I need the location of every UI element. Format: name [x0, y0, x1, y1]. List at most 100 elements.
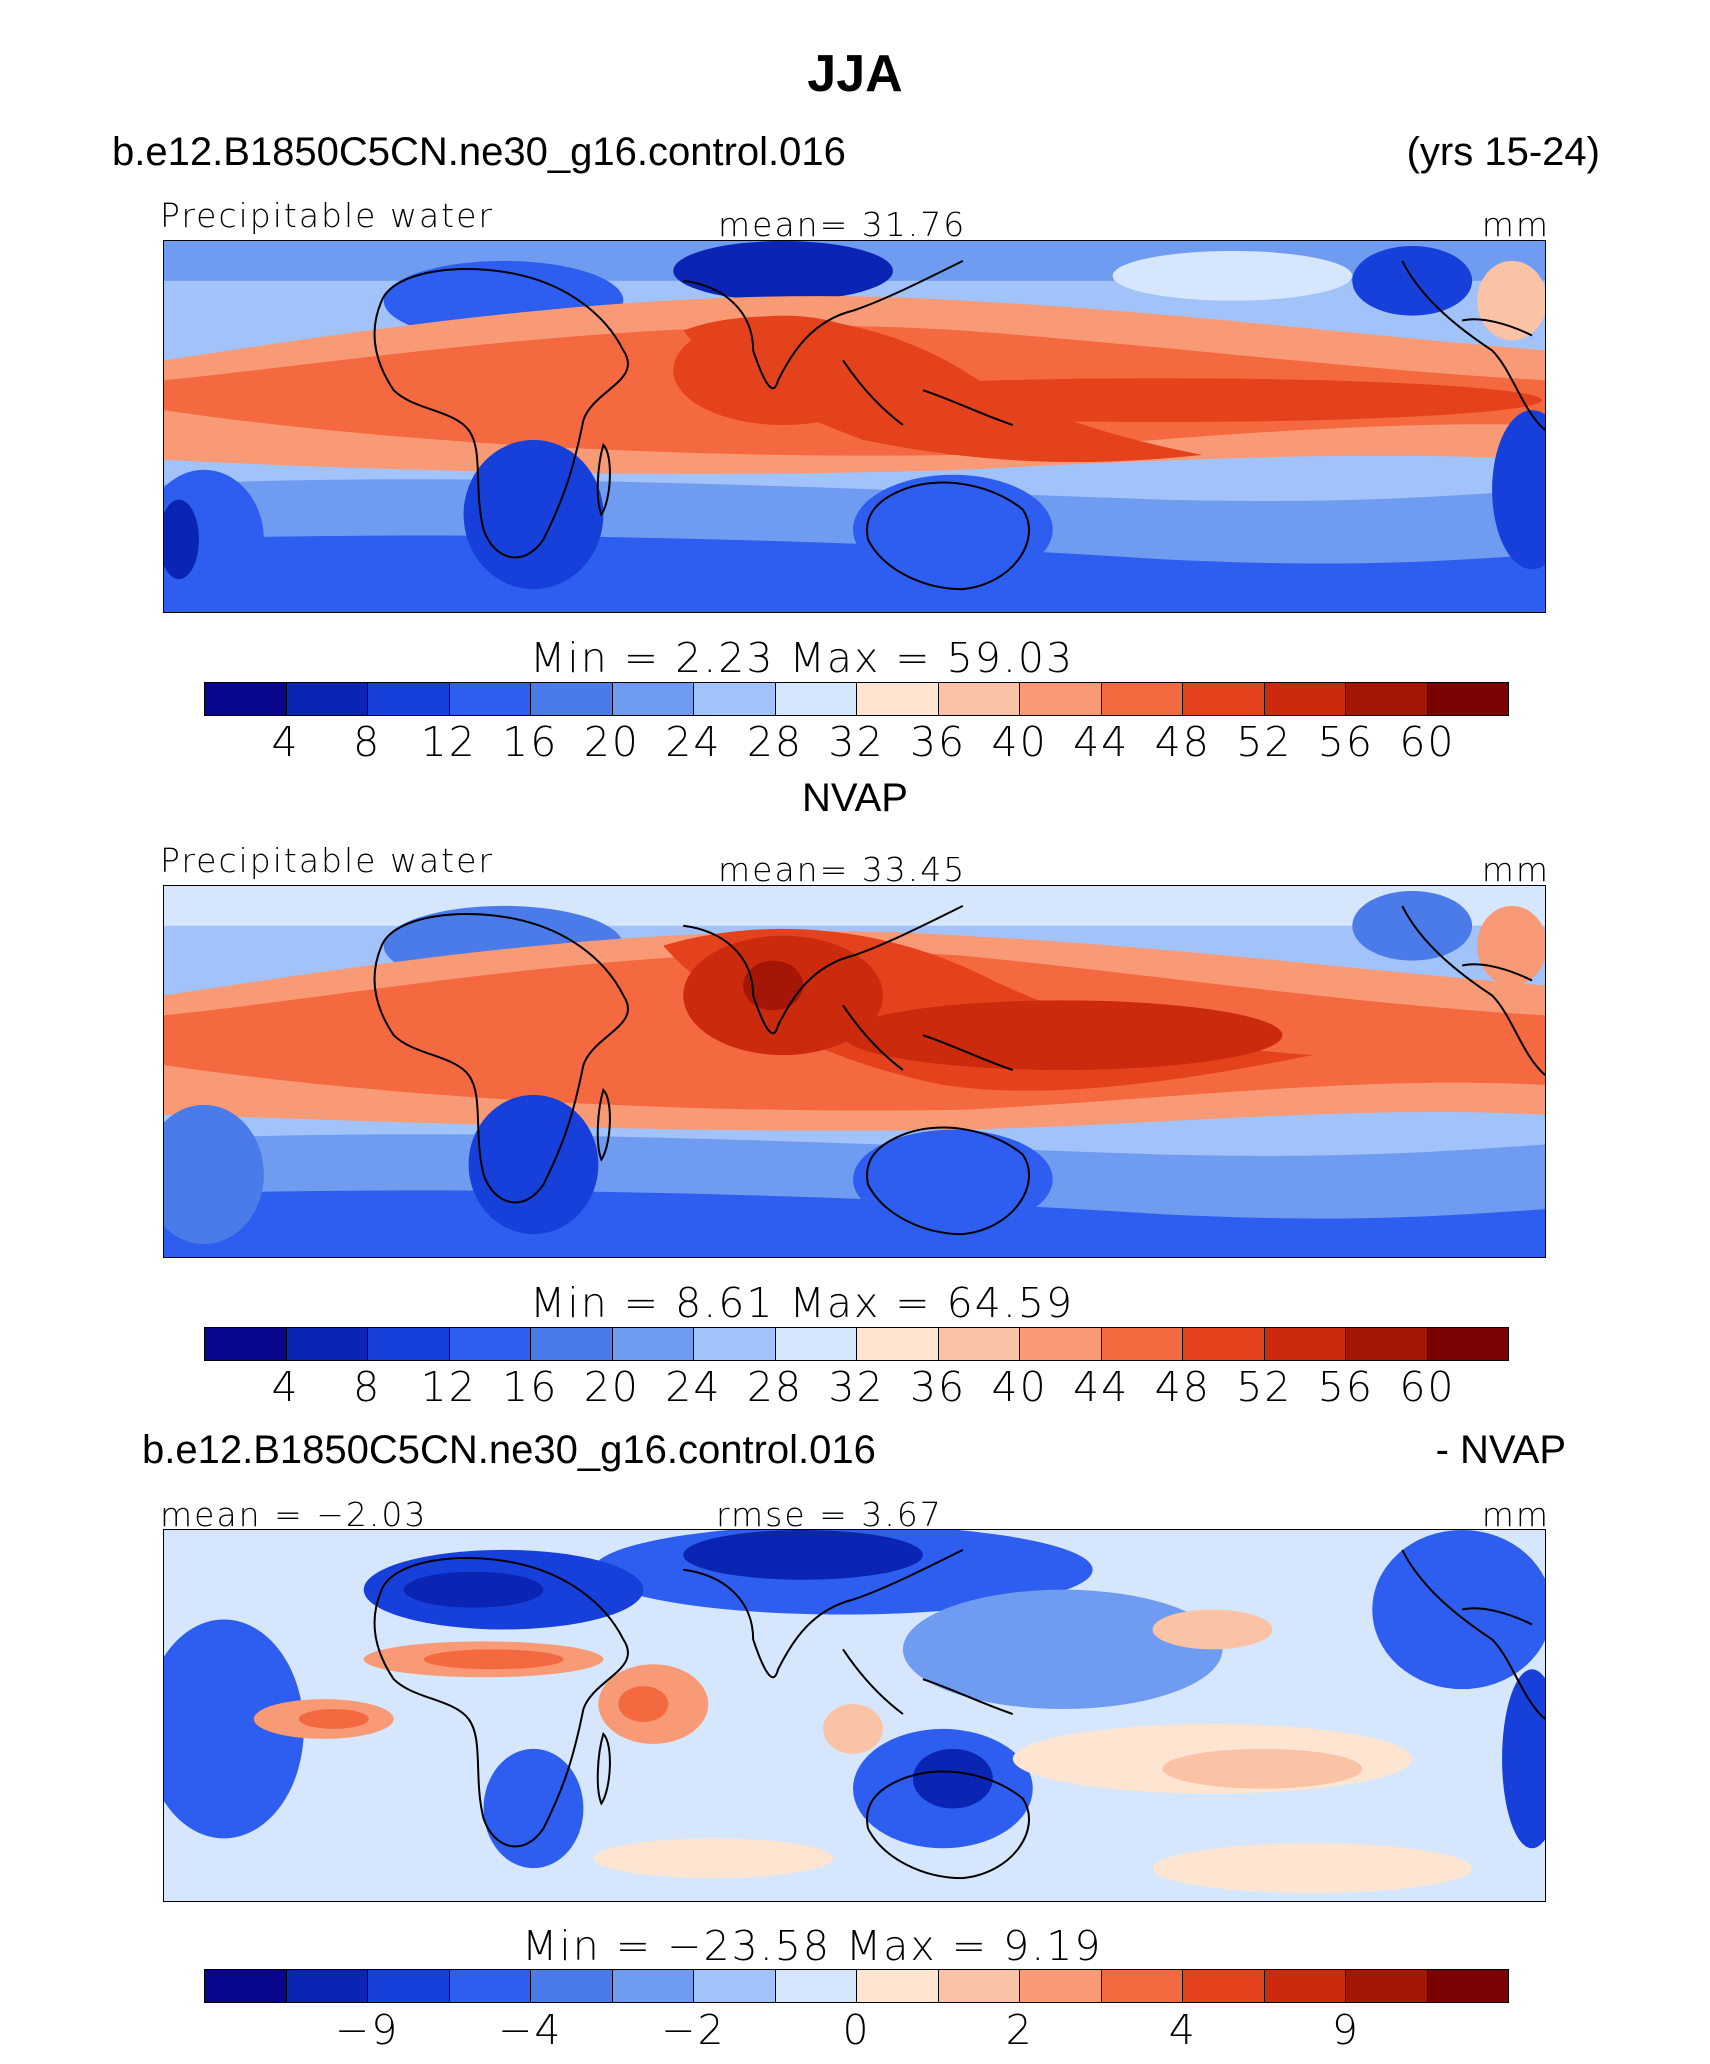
map-diff-precipitable-water [163, 1529, 1546, 1902]
colorbar-tick-label: 44 [1073, 1363, 1130, 1411]
variable-label-obs: Precipitable water [160, 841, 494, 880]
colorbar-swatch [775, 683, 857, 715]
colorbar-swatch [1346, 1328, 1428, 1360]
colorbar-swatch [857, 1970, 939, 2002]
units-label-obs: mm [1481, 850, 1550, 889]
colorbar-diff [204, 1969, 1509, 2003]
colorbar-tick-label: 52 [1236, 1363, 1293, 1411]
colorbar-swatch [857, 683, 939, 715]
colorbar-tick-label: 60 [1399, 1363, 1456, 1411]
colorbar-swatch [531, 683, 613, 715]
colorbar-swatch [694, 683, 776, 715]
mean-label-diff: mean = −2.03 [160, 1495, 428, 1534]
years-label: (yrs 15-24) [1406, 130, 1600, 174]
colorbar-swatch [1183, 1970, 1265, 2002]
colorbar-tick-label: 16 [502, 1363, 559, 1411]
diff-obs-label: - NVAP [1435, 1428, 1566, 1472]
colorbar-swatch [1101, 1328, 1183, 1360]
rmse-label-diff: rmse = 3.67 [716, 1495, 943, 1534]
colorbar-swatch [368, 683, 450, 715]
colorbar-tick-label: −9 [334, 2006, 400, 2054]
colorbar-swatch [286, 1328, 368, 1360]
colorbar-swatch [612, 1970, 694, 2002]
colorbar-tick-label: 60 [1399, 718, 1456, 766]
units-label-diff: mm [1481, 1495, 1550, 1534]
case-name: b.e12.B1850C5CN.ne30_g16.control.016 [112, 130, 846, 174]
colorbar-tick-label: 24 [665, 718, 722, 766]
units-label-model: mm [1481, 205, 1550, 244]
colorbar-swatch [1346, 1970, 1428, 2002]
colorbar-swatch [694, 1328, 776, 1360]
colorbar-swatch [1264, 683, 1346, 715]
colorbar-swatch [205, 683, 287, 715]
obs-header: NVAP [802, 776, 908, 820]
colorbar-tick-label: 12 [420, 718, 477, 766]
minmax-label-obs: Min = 8.61 Max = 64.59 [530, 1279, 1075, 1327]
colorbar-tick-label: 56 [1317, 1363, 1374, 1411]
colorbar-tick-label: 44 [1073, 718, 1130, 766]
colorbar-swatch [1427, 1328, 1508, 1360]
colorbar-swatch [775, 1328, 857, 1360]
colorbar-swatch [1346, 683, 1428, 715]
colorbar-tick-label: 40 [991, 1363, 1048, 1411]
colorbar-swatch [1101, 1970, 1183, 2002]
colorbar-swatch [1183, 1328, 1265, 1360]
diff-case-name: b.e12.B1850C5CN.ne30_g16.control.016 [142, 1428, 876, 1472]
colorbar-tick-label: 24 [665, 1363, 722, 1411]
variable-label-model: Precipitable water [160, 196, 494, 235]
colorbar-swatch [368, 1328, 450, 1360]
colorbar-tick-label: 36 [909, 718, 967, 766]
colorbar-ticks-diff: −9 −4 −2 0 2 4 9 [204, 2006, 1509, 2056]
colorbar-tick-label: 48 [1154, 1363, 1211, 1411]
minmax-label-diff: Min = −23.58 Max = 9.19 [522, 1922, 1103, 1970]
colorbar-swatch [938, 1970, 1020, 2002]
colorbar-swatch [612, 683, 694, 715]
colorbar-swatch [1427, 683, 1508, 715]
mean-label-obs: mean= 33.45 [718, 850, 967, 889]
colorbar-swatch [205, 1328, 287, 1360]
colorbar-tick-label: 52 [1236, 718, 1293, 766]
colorbar-tick-label: 4 [1168, 2006, 1197, 2054]
colorbar-obs [204, 1327, 1509, 1361]
colorbar-swatch [531, 1970, 613, 2002]
colorbar-swatch [1020, 1970, 1102, 2002]
colorbar-tick-label: −2 [661, 2006, 726, 2054]
colorbar-tick-label: 4 [271, 1363, 300, 1411]
map-obs-precipitable-water [163, 885, 1546, 1258]
minmax-label-model: Min = 2.23 Max = 59.03 [530, 634, 1075, 682]
colorbar-swatch [1020, 1328, 1102, 1360]
colorbar-swatch [368, 1970, 450, 2002]
colorbar-tick-label: 16 [502, 718, 559, 766]
colorbar-swatch [1183, 683, 1265, 715]
colorbar-tick-label: 0 [842, 2006, 871, 2054]
map-model-precipitable-water [163, 240, 1546, 613]
colorbar-swatch [1264, 1328, 1346, 1360]
colorbar-swatch [694, 1970, 776, 2002]
colorbar-tick-label: 36 [909, 1363, 967, 1411]
colorbar-swatch [857, 1328, 939, 1360]
colorbar-tick-label: 48 [1154, 718, 1211, 766]
colorbar-swatch [286, 683, 368, 715]
colorbar-tick-label: 9 [1331, 2006, 1360, 2054]
colorbar-tick-label: 20 [583, 718, 640, 766]
colorbar-tick-label: 12 [420, 1363, 477, 1411]
colorbar-tick-label: 32 [828, 718, 885, 766]
colorbar-swatch [612, 1328, 694, 1360]
colorbar-model [204, 682, 1509, 716]
colorbar-tick-label: 56 [1317, 718, 1374, 766]
colorbar-swatch [286, 1970, 368, 2002]
page-title: JJA [807, 45, 903, 103]
colorbar-tick-label: 8 [353, 1363, 382, 1411]
colorbar-swatch [449, 1970, 531, 2002]
colorbar-ticks-obs: 4 8 12 16 20 24 28 32 36 40 44 48 52 56 60 [204, 1363, 1509, 1413]
colorbar-tick-label: 8 [353, 718, 382, 766]
colorbar-tick-label: 20 [583, 1363, 640, 1411]
colorbar-swatch [205, 1970, 287, 2002]
colorbar-tick-label: 4 [271, 718, 300, 766]
colorbar-tick-label: 32 [828, 1363, 885, 1411]
colorbar-swatch [531, 1328, 613, 1360]
colorbar-swatch [449, 683, 531, 715]
colorbar-swatch [938, 683, 1020, 715]
colorbar-swatch [1264, 1970, 1346, 2002]
colorbar-tick-label: 28 [746, 718, 804, 766]
